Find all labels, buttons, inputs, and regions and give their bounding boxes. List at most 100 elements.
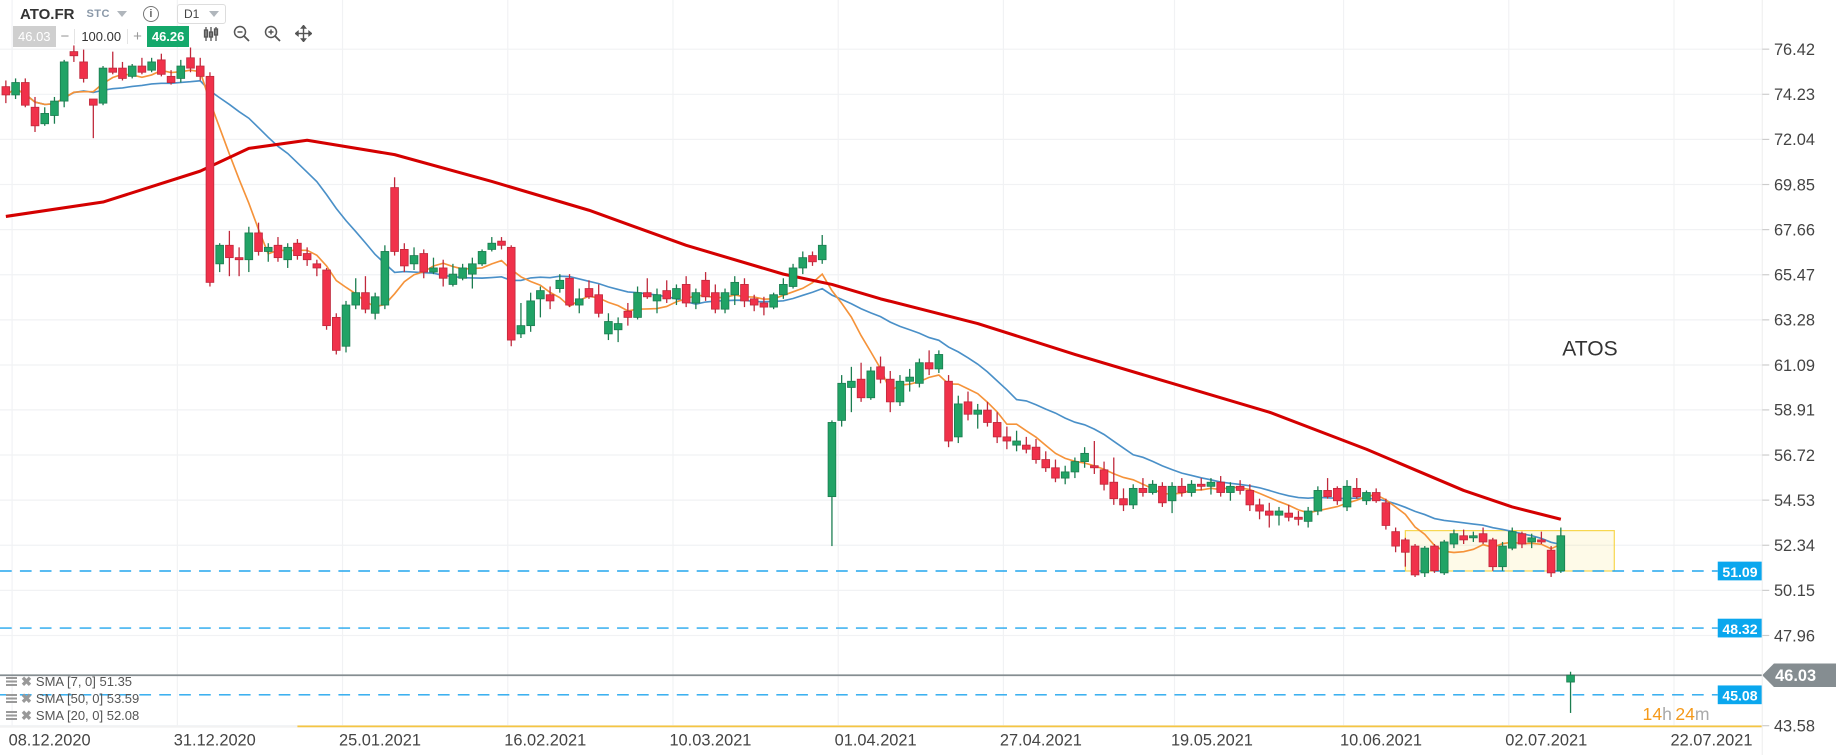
candle[interactable] [1022, 436, 1031, 454]
candle[interactable] [273, 237, 283, 262]
buy-price-button[interactable]: 46.26 [146, 25, 190, 47]
candle[interactable] [847, 366, 856, 413]
legend-sma50[interactable]: ✖ SMA [50, 0] 53.59 [6, 691, 139, 706]
move-icon[interactable] [294, 24, 314, 47]
candle[interactable] [1138, 478, 1148, 497]
candle[interactable] [555, 274, 565, 293]
candle[interactable] [1478, 527, 1488, 545]
candle[interactable] [157, 53, 166, 77]
sma-20-line[interactable] [5, 79, 1562, 546]
candle[interactable] [361, 276, 370, 314]
candle[interactable] [370, 292, 380, 320]
candle[interactable] [1371, 488, 1381, 503]
candle[interactable] [409, 247, 419, 271]
candles-icon[interactable] [203, 26, 219, 47]
zoom-in-icon[interactable] [264, 25, 282, 47]
candle[interactable] [827, 420, 837, 547]
candle[interactable] [1080, 447, 1089, 468]
candle[interactable] [983, 401, 992, 427]
candle[interactable] [98, 66, 108, 106]
candle[interactable] [21, 78, 30, 108]
candle[interactable] [1401, 537, 1410, 567]
candle[interactable] [419, 249, 429, 279]
candle[interactable] [1420, 546, 1430, 577]
candle[interactable] [1245, 484, 1255, 512]
candle[interactable] [876, 356, 885, 384]
chevron-down-icon[interactable] [116, 11, 127, 17]
candle[interactable] [759, 296, 769, 316]
candle[interactable] [643, 278, 652, 299]
candle[interactable] [1167, 482, 1177, 514]
legend-sma7[interactable]: ✖ SMA [7, 0] 51.35 [6, 674, 132, 689]
close-icon[interactable]: ✖ [21, 691, 32, 706]
candle[interactable] [312, 259, 322, 277]
candle[interactable] [468, 257, 477, 289]
candle[interactable] [817, 234, 827, 264]
candle[interactable] [497, 237, 506, 250]
candle[interactable] [837, 375, 846, 427]
candle[interactable] [1333, 486, 1342, 505]
candle[interactable] [973, 403, 982, 429]
candle[interactable] [1206, 478, 1216, 495]
candle[interactable] [50, 96, 59, 124]
candle[interactable] [293, 239, 302, 260]
candle[interactable] [1128, 484, 1138, 509]
candle[interactable] [176, 59, 186, 83]
candle[interactable] [390, 177, 399, 256]
settings-icon[interactable] [6, 694, 17, 703]
candle[interactable] [205, 72, 215, 287]
candle[interactable] [195, 57, 205, 81]
candle[interactable] [681, 276, 691, 308]
candle[interactable] [429, 257, 438, 275]
candle[interactable] [924, 350, 934, 376]
volume-decrease-button[interactable]: − [60, 27, 70, 45]
candle[interactable] [1255, 498, 1264, 520]
candle[interactable] [720, 288, 730, 314]
candle[interactable] [526, 292, 535, 332]
candle[interactable] [691, 288, 701, 310]
candle[interactable] [594, 284, 603, 318]
candle[interactable] [701, 272, 710, 301]
candle[interactable] [1362, 490, 1371, 505]
candle[interactable] [1430, 544, 1439, 573]
candle[interactable] [40, 107, 50, 126]
candle[interactable] [1226, 482, 1235, 501]
candle[interactable] [1196, 478, 1206, 491]
info-icon[interactable]: i [142, 6, 159, 22]
candle[interactable] [992, 412, 1002, 444]
candle[interactable] [448, 263, 458, 287]
candle[interactable] [1556, 527, 1566, 573]
candle[interactable] [1303, 506, 1313, 528]
candle[interactable] [963, 391, 973, 421]
candle[interactable] [574, 288, 584, 314]
candle[interactable] [244, 226, 254, 273]
candle[interactable] [1099, 461, 1109, 491]
candle[interactable] [934, 350, 944, 374]
candle[interactable] [1187, 480, 1196, 497]
candle[interactable] [1265, 502, 1274, 528]
candle[interactable] [1284, 504, 1293, 522]
candle[interactable] [740, 278, 749, 308]
candle[interactable] [1031, 438, 1041, 464]
candle[interactable] [808, 251, 817, 266]
candle[interactable] [1439, 539, 1449, 575]
candle[interactable] [769, 292, 778, 310]
candle[interactable] [1012, 430, 1021, 452]
candle[interactable] [944, 375, 953, 448]
candle[interactable] [1158, 482, 1167, 507]
candle[interactable] [400, 243, 409, 273]
candle[interactable] [215, 243, 224, 273]
candle[interactable] [263, 243, 273, 262]
candle[interactable] [1090, 441, 1099, 474]
candle[interactable] [545, 286, 555, 310]
candle[interactable] [1537, 531, 1546, 545]
candle[interactable] [565, 274, 574, 308]
candle[interactable] [11, 78, 20, 100]
candle[interactable] [1274, 506, 1284, 526]
candle[interactable] [332, 313, 341, 355]
candle[interactable] [604, 313, 613, 341]
volume-input[interactable]: 100.00 [74, 28, 129, 44]
candle[interactable] [380, 245, 390, 310]
candle[interactable] [487, 237, 497, 252]
candle[interactable] [1391, 527, 1400, 553]
